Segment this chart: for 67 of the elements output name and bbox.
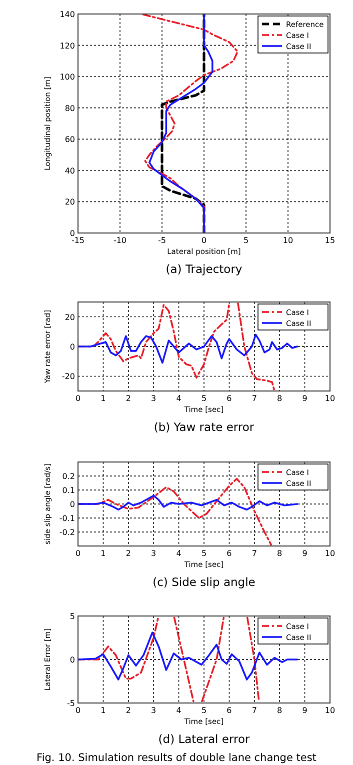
y-tick-label: -5 xyxy=(67,699,75,708)
x-tick-label: 5 xyxy=(201,394,207,403)
text: (b) Yaw rate error xyxy=(154,420,254,434)
x-tick-label: 9 xyxy=(302,549,308,558)
x-tick-label: 1 xyxy=(100,549,106,558)
y-tick-label: -20 xyxy=(62,372,75,382)
x-tick-label: 10 xyxy=(282,236,294,245)
x-tick-label: 3 xyxy=(151,394,156,403)
x-tick-label: 3 xyxy=(151,549,156,558)
x-tick-label: -10 xyxy=(113,236,127,245)
line-series xyxy=(78,494,298,510)
y-tick-label: -0.1 xyxy=(59,514,75,523)
x-tick-label: 0 xyxy=(75,394,81,403)
x-tick-label: 9 xyxy=(302,394,308,403)
y-tick-label: 60 xyxy=(64,135,75,144)
x-tick-label: 6 xyxy=(226,706,232,715)
x-tick-label: 5 xyxy=(243,236,249,245)
x-tick-label: 7 xyxy=(252,706,257,715)
x-tick-label: 1 xyxy=(100,706,106,715)
text: (c) Side slip angle xyxy=(152,575,256,589)
y-tick-label: 0 xyxy=(70,342,75,352)
x-tick-label: 9 xyxy=(302,706,308,715)
x-tick-label: -15 xyxy=(71,236,85,245)
y-tick-label: 5 xyxy=(70,612,75,621)
x-tick-label: 0 xyxy=(201,236,207,245)
x-tick-label: -5 xyxy=(158,236,166,245)
line-series xyxy=(78,334,298,364)
x-tick-label: 10 xyxy=(324,706,336,715)
text: (d) Lateral error xyxy=(158,732,250,746)
x-tick-label: 10 xyxy=(324,394,336,403)
x-tick-label: 0 xyxy=(75,706,81,715)
y-tick-label: 0 xyxy=(70,500,75,509)
y-tick-label: 0.1 xyxy=(62,486,75,495)
text: (a) Trajectory xyxy=(166,262,242,276)
x-tick-label: 2 xyxy=(126,394,131,403)
x-tick-label: 6 xyxy=(226,394,232,403)
x-tick-label: 2 xyxy=(126,706,131,715)
y-tick-label: 20 xyxy=(64,312,75,322)
y-tick-label: 40 xyxy=(64,166,75,176)
caption: Fig. 10. Simulation results of double lane change test xyxy=(36,752,316,764)
line-series xyxy=(148,14,214,233)
x-tick-label: 4 xyxy=(176,549,182,558)
x-tick-label: 5 xyxy=(201,706,207,715)
y-tick-label: 0 xyxy=(70,229,75,238)
y-tick-label: 20 xyxy=(64,198,75,207)
x-tick-label: 1 xyxy=(100,394,106,403)
x-tick-label: 15 xyxy=(324,236,336,245)
y-tick-label: -0.2 xyxy=(59,528,75,537)
x-tick-label: 8 xyxy=(277,394,282,403)
x-tick-label: 7 xyxy=(252,549,257,558)
y-tick-label: 120 xyxy=(60,41,75,50)
x-tick-label: 8 xyxy=(277,549,282,558)
x-tick-label: 7 xyxy=(252,394,257,403)
x-tick-label: 10 xyxy=(324,549,336,558)
y-tick-label: 0 xyxy=(70,656,75,664)
x-tick-label: 4 xyxy=(176,394,182,403)
x-tick-label: 8 xyxy=(277,706,282,715)
x-tick-label: 4 xyxy=(176,706,182,715)
y-tick-label: 100 xyxy=(60,72,75,82)
x-tick-label: 5 xyxy=(201,549,207,558)
y-tick-label: 0.2 xyxy=(62,472,75,481)
x-tick-label: 6 xyxy=(226,549,232,558)
x-tick-label: 0 xyxy=(75,549,81,558)
x-tick-label: 2 xyxy=(126,549,131,558)
y-tick-label: 140 xyxy=(60,10,75,19)
x-tick-label: 3 xyxy=(151,706,156,715)
y-tick-label: 80 xyxy=(64,104,75,113)
